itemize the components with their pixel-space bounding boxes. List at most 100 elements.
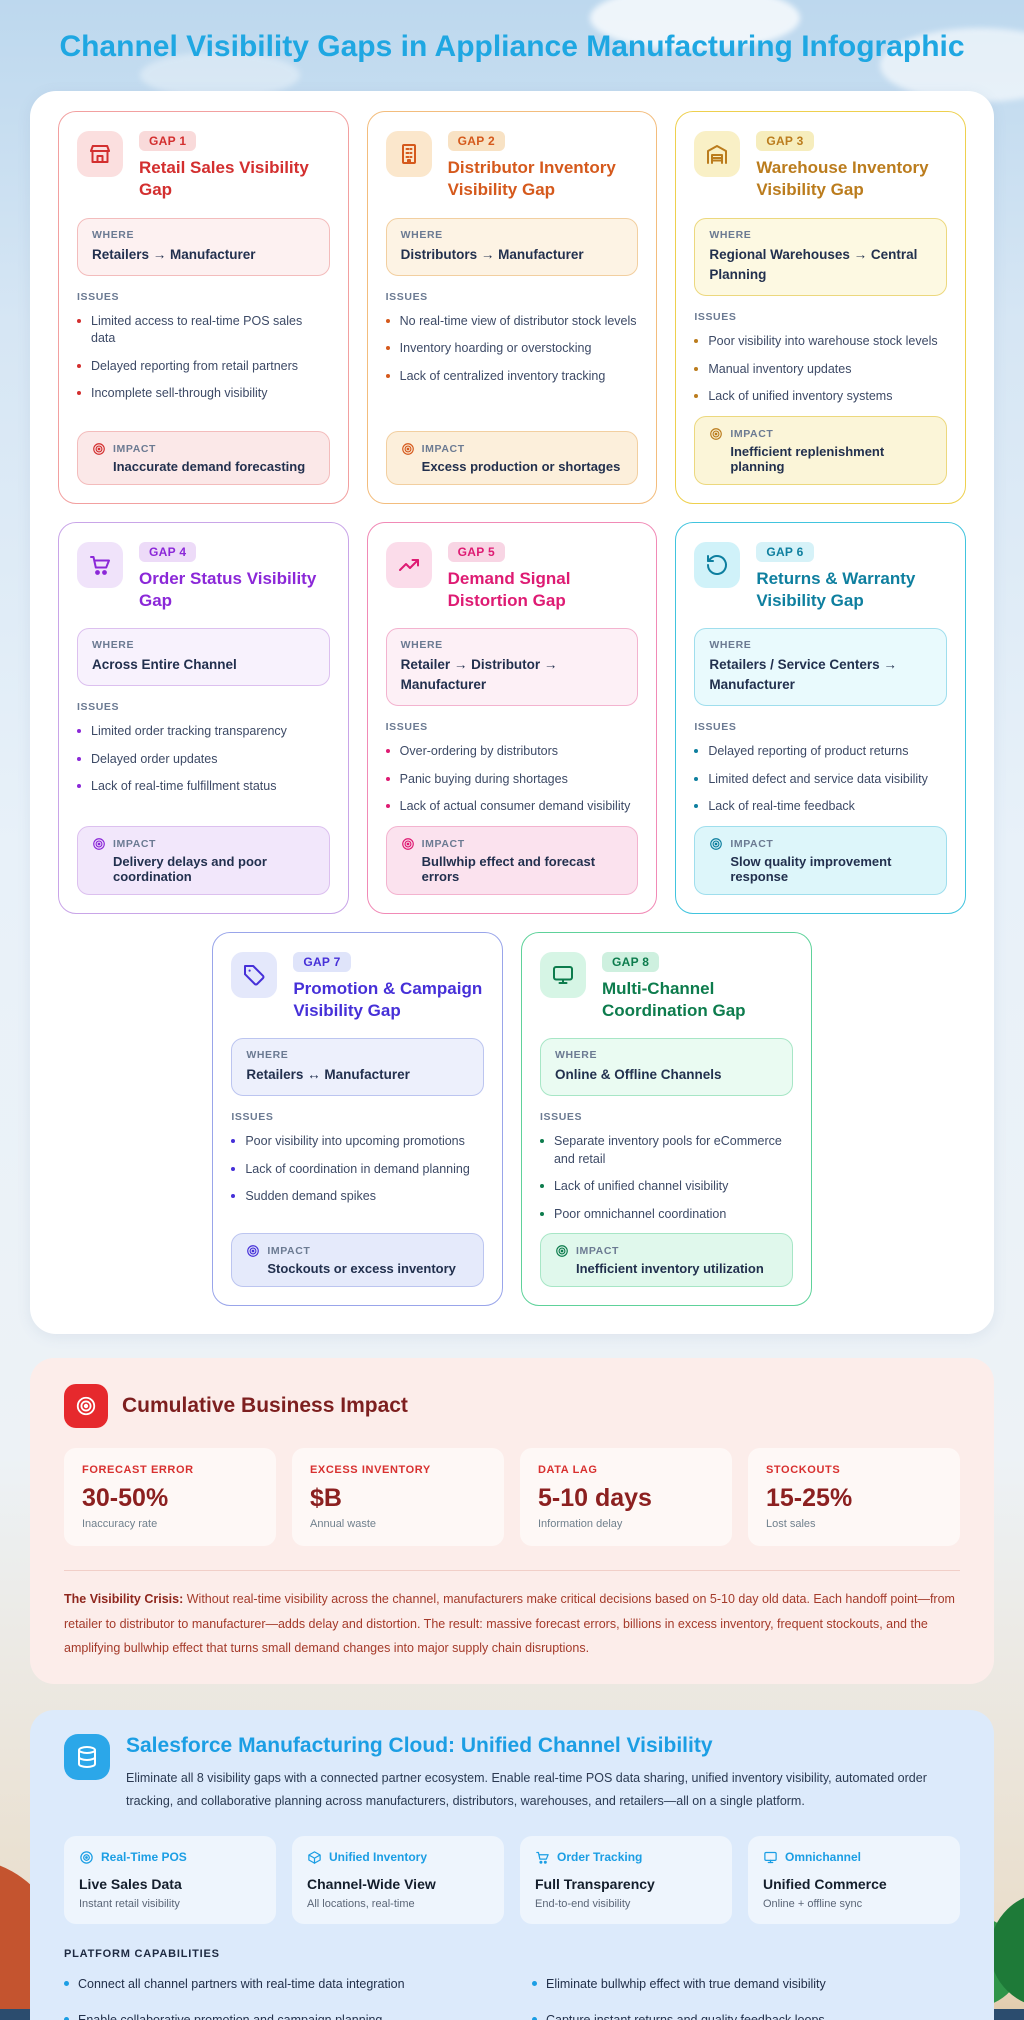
impact-label: IMPACT — [113, 442, 157, 455]
issue-list: Delayed reporting of product returns Lim… — [694, 743, 947, 816]
impact-value: Bullwhip effect and forecast errors — [421, 853, 596, 884]
feature-tag: Real-Time POS — [101, 1850, 187, 1865]
bullet-dot — [231, 1139, 236, 1144]
feature-sub: Instant retail visibility — [79, 1897, 180, 1910]
where-value: Online & Offline Channels — [554, 1066, 722, 1082]
gap-title: Demand Signal Distortion Gap — [447, 568, 571, 610]
issues-label: ISSUES — [77, 701, 120, 714]
where-value: Across Entire Channel — [92, 656, 237, 672]
issue-item: Inventory hoarding or overstocking — [385, 340, 639, 358]
issue-list: Limited order tracking transparency Dela… — [77, 723, 330, 796]
impact-value: Inefficient replenishment planning — [730, 443, 885, 474]
page-title: Channel Visibility Gaps in Appliance Man… — [59, 30, 965, 63]
feature-sub: Online + offline sync — [763, 1897, 863, 1910]
issues-label: ISSUES — [694, 721, 737, 734]
gap-badge: GAP 1 — [139, 131, 197, 152]
issues-label: ISSUES — [77, 290, 120, 303]
impact-box: IMPACT Bullwhip effect and forecast erro… — [385, 825, 639, 895]
gap-badge: GAP 6 — [756, 541, 814, 562]
where-label: WHERE — [709, 638, 752, 651]
impact-label: IMPACT — [730, 427, 774, 440]
feature-card-order-tracking: Order Tracking Full Transparency End-to-… — [520, 1835, 732, 1924]
where-value: Retailer → Distributor → Manufacturer — [400, 656, 558, 693]
issue-list: Poor visibility into warehouse stock lev… — [694, 333, 947, 406]
bullet-dot — [694, 804, 699, 809]
capability-item: Eliminate bullwhip effect with true dema… — [532, 1976, 960, 1994]
bullet-dot — [532, 2017, 537, 2020]
target-icon — [92, 837, 106, 851]
where-label: WHERE — [92, 638, 135, 651]
target-icon — [79, 1850, 94, 1865]
impact-box: IMPACT Inefficient inventory utilization — [539, 1233, 793, 1288]
impact-value: Excess production or shortages — [421, 458, 621, 474]
impact-box: IMPACT Inaccurate demand forecasting — [77, 430, 330, 485]
issues-label: ISSUES — [694, 311, 737, 324]
feature-title: Channel-Wide View — [307, 1875, 436, 1892]
where-box: WHERE Retailer → Distributor → Manufactu… — [385, 627, 639, 707]
feature-card-omnichannel: Omnichannel Unified Commerce Online + of… — [748, 1835, 960, 1924]
target-icon — [246, 1244, 260, 1258]
feature-title: Unified Commerce — [763, 1875, 887, 1892]
capability-item: Enable collaborative promotion and campa… — [64, 2012, 492, 2020]
issue-item: Lack of unified inventory systems — [694, 388, 947, 406]
issue-item: Panic buying during shortages — [385, 771, 639, 789]
bullet-dot — [694, 339, 699, 344]
where-label: WHERE — [92, 228, 135, 241]
impact-value: Inefficient inventory utilization — [575, 1261, 764, 1277]
issue-item: Lack of coordination in demand planning — [231, 1161, 484, 1179]
issue-item: Delayed reporting from retail partners — [77, 358, 330, 376]
issue-item: Poor visibility into warehouse stock lev… — [694, 333, 947, 351]
salesforce-section: Salesforce Manufacturing Cloud: Unified … — [30, 1710, 994, 2020]
store-icon — [77, 131, 123, 178]
gap-badge: GAP 5 — [447, 541, 505, 562]
gap-title: Warehouse Inventory Visibility Gap — [756, 158, 929, 200]
where-box: WHERE Retailers ↔ Manufacturer — [231, 1037, 484, 1097]
issues-section: ISSUES Separate inventory pools for eCom… — [539, 1111, 793, 1233]
target-icon — [555, 1244, 569, 1258]
target-icon — [401, 837, 415, 851]
issues-label: ISSUES — [385, 290, 428, 303]
stat-sub: Information delay — [538, 1518, 623, 1531]
stat-value: $B — [310, 1484, 342, 1513]
issues-label: ISSUES — [539, 1111, 583, 1124]
issue-item: Incomplete sell-through visibility — [77, 385, 330, 403]
stat-label: STOCKOUTS — [766, 1464, 841, 1477]
issues-section: ISSUES No real-time view of distributor … — [385, 290, 639, 396]
impact-box: IMPACT Excess production or shortages — [385, 430, 639, 485]
stat-value: 5-10 days — [538, 1484, 652, 1513]
bullet-dot — [539, 1184, 544, 1189]
where-value: Distributors → Manufacturer — [400, 246, 584, 262]
stat-label: EXCESS INVENTORY — [310, 1464, 431, 1477]
issue-item: Poor visibility into upcoming promotions — [231, 1133, 484, 1151]
gap-badge: GAP 8 — [601, 951, 660, 972]
stat-label: FORECAST ERROR — [82, 1464, 194, 1477]
issue-item: Delayed order updates — [77, 751, 330, 769]
impact-box: IMPACT Slow quality improvement response — [694, 825, 947, 895]
where-label: WHERE — [246, 1048, 289, 1061]
issues-section: ISSUES Poor visibility into warehouse st… — [694, 311, 947, 416]
stat-label: DATA LAG — [538, 1464, 598, 1477]
salesforce-subtitle: Eliminate all 8 visibility gaps with a c… — [126, 1771, 927, 1809]
issue-list: Over-ordering by distributors Panic buyi… — [385, 743, 639, 816]
bullet-dot — [64, 1980, 69, 1986]
target-icon — [64, 1384, 108, 1429]
where-box: WHERE Across Entire Channel — [77, 627, 330, 687]
impact-value: Slow quality improvement response — [730, 853, 892, 884]
gap-card-6: GAP 6 Returns & Warranty Visibility Gap … — [675, 521, 966, 914]
gap-title: Order Status Visibility Gap — [139, 568, 317, 610]
feature-title: Full Transparency — [535, 1875, 655, 1892]
where-label: WHERE — [554, 1048, 598, 1061]
cumulative-impact-section: Cumulative Business Impact FORECAST ERRO… — [30, 1358, 994, 1685]
warehouse-icon — [694, 131, 741, 178]
impact-value: Inaccurate demand forecasting — [113, 458, 306, 474]
monitor-icon — [763, 1850, 778, 1865]
issue-item: Delayed reporting of product returns — [694, 743, 947, 761]
bullet-dot — [77, 363, 81, 368]
gap-cards-panel: GAP 1 Retail Sales Visibility Gap WHERE … — [30, 91, 994, 1335]
where-value: Retailers / Service Centers → Manufactur… — [709, 656, 897, 693]
gap-badge: GAP 7 — [293, 951, 351, 972]
issues-section: ISSUES Delayed reporting of product retu… — [694, 721, 947, 826]
bullet-dot — [539, 1211, 544, 1216]
gap-card-8: GAP 8 Multi-Channel Coordination Gap WHE… — [520, 931, 812, 1307]
gap-badge: GAP 2 — [447, 131, 505, 152]
